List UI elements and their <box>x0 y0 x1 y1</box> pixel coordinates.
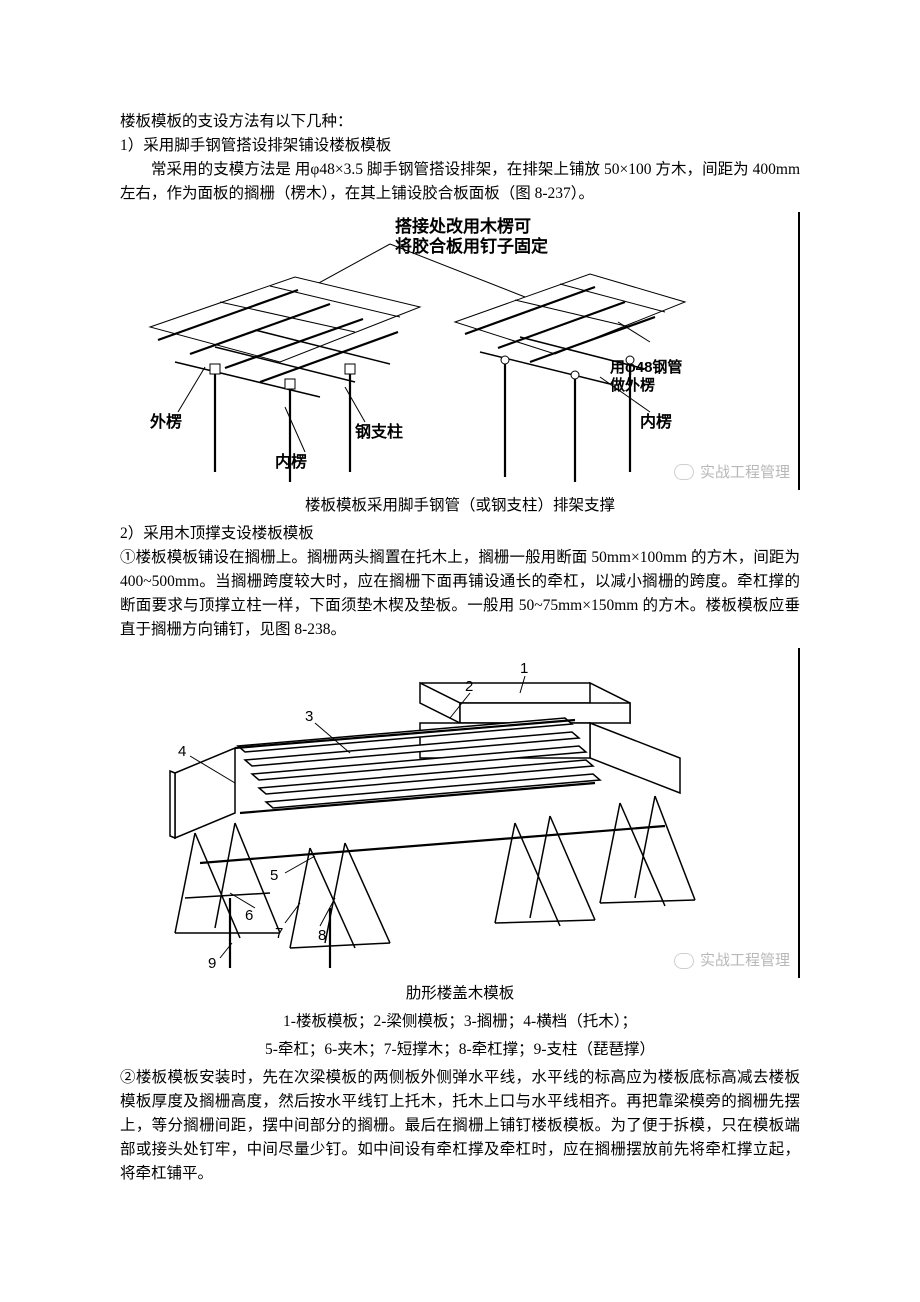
document-page: 楼板模板的支设方法有以下几种： 1）采用脚手钢管搭设排架铺设楼板模板 常采用的支… <box>0 0 920 1226</box>
fig2-label-7: 7 <box>275 925 283 942</box>
fig1-label-top1: 搭接处改用木楞可 <box>395 216 531 236</box>
watermark-1: 实战工程管理 <box>674 461 790 484</box>
heading-method-1: 1）采用脚手钢管搭设排架铺设楼板模板 <box>120 134 800 158</box>
fig1-label-pipe1: 用φ48钢管 <box>610 358 682 376</box>
fig2-label-8: 8 <box>318 927 326 944</box>
fig1-label-top2: 将胶合板用钉子固定 <box>395 236 548 256</box>
figure-8-237: 搭接处改用木楞可 将胶合板用钉子固定 外楞 内楞 钢支柱 用φ48钢管 做外楞 … <box>120 212 800 490</box>
watermark-icon <box>674 464 694 480</box>
fig1-label-nei-left: 内楞 <box>275 452 307 471</box>
fig2-label-1: 1 <box>520 660 528 677</box>
fig2-label-4: 4 <box>178 743 186 760</box>
figure-8-238-caption-line2: 5-牵杠；6-夹木；7-短撑木；8-牵杠撑；9-支柱（琵琶撑） <box>120 1038 800 1062</box>
paragraph-method-1-body: 常采用的支模方法是 用φ48×3.5 脚手钢管搭设排架，在排架上铺放 50×10… <box>120 158 800 206</box>
fig1-label-nei-right: 内楞 <box>640 412 672 431</box>
figure-8-238: 1 2 3 4 5 6 7 8 9 实战工程管理 <box>120 648 800 978</box>
watermark-2-text: 实战工程管理 <box>700 949 790 972</box>
fig2-label-5: 5 <box>270 867 278 884</box>
watermark-2: 实战工程管理 <box>674 949 790 972</box>
fig2-label-9: 9 <box>208 955 216 972</box>
paragraph-method-2-body-1: ①楼板模板铺设在搁栅上。搁栅两头搁置在托木上，搁栅一般用断面 50mm×100m… <box>120 546 800 642</box>
figure-8-237-svg: 搭接处改用木楞可 将胶合板用钉子固定 外楞 内楞 钢支柱 用φ48钢管 做外楞 … <box>120 212 705 490</box>
figure-8-238-svg: 1 2 3 4 5 6 7 8 9 <box>120 648 705 978</box>
paragraph-intro: 楼板模板的支设方法有以下几种： <box>120 110 800 134</box>
fig2-label-2: 2 <box>465 678 473 695</box>
fig2-label-6: 6 <box>245 907 253 924</box>
figure-8-237-caption: 楼板模板采用脚手钢管（或钢支柱）排架支撑 <box>120 494 800 518</box>
figure-8-238-caption-title: 肋形楼盖木模板 <box>120 982 800 1006</box>
fig1-label-post: 钢支柱 <box>355 422 403 441</box>
heading-method-2: 2）采用木顶撑支设楼板模板 <box>120 522 800 546</box>
fig1-label-pipe2: 做外楞 <box>609 376 655 394</box>
paragraph-method-2-body-2: ②楼板模板安装时，先在次梁模板的两侧板外侧弹水平线，水平线的标高应为楼板底标高减… <box>120 1066 800 1186</box>
fig2-label-3: 3 <box>305 708 313 725</box>
watermark-1-text: 实战工程管理 <box>700 461 790 484</box>
watermark-icon <box>674 953 694 969</box>
fig1-label-wai-left: 外楞 <box>149 412 182 431</box>
figure-8-238-caption-line1: 1-楼板模板；2-梁侧模板；3-搁栅；4-横档（托木）； <box>120 1010 800 1034</box>
